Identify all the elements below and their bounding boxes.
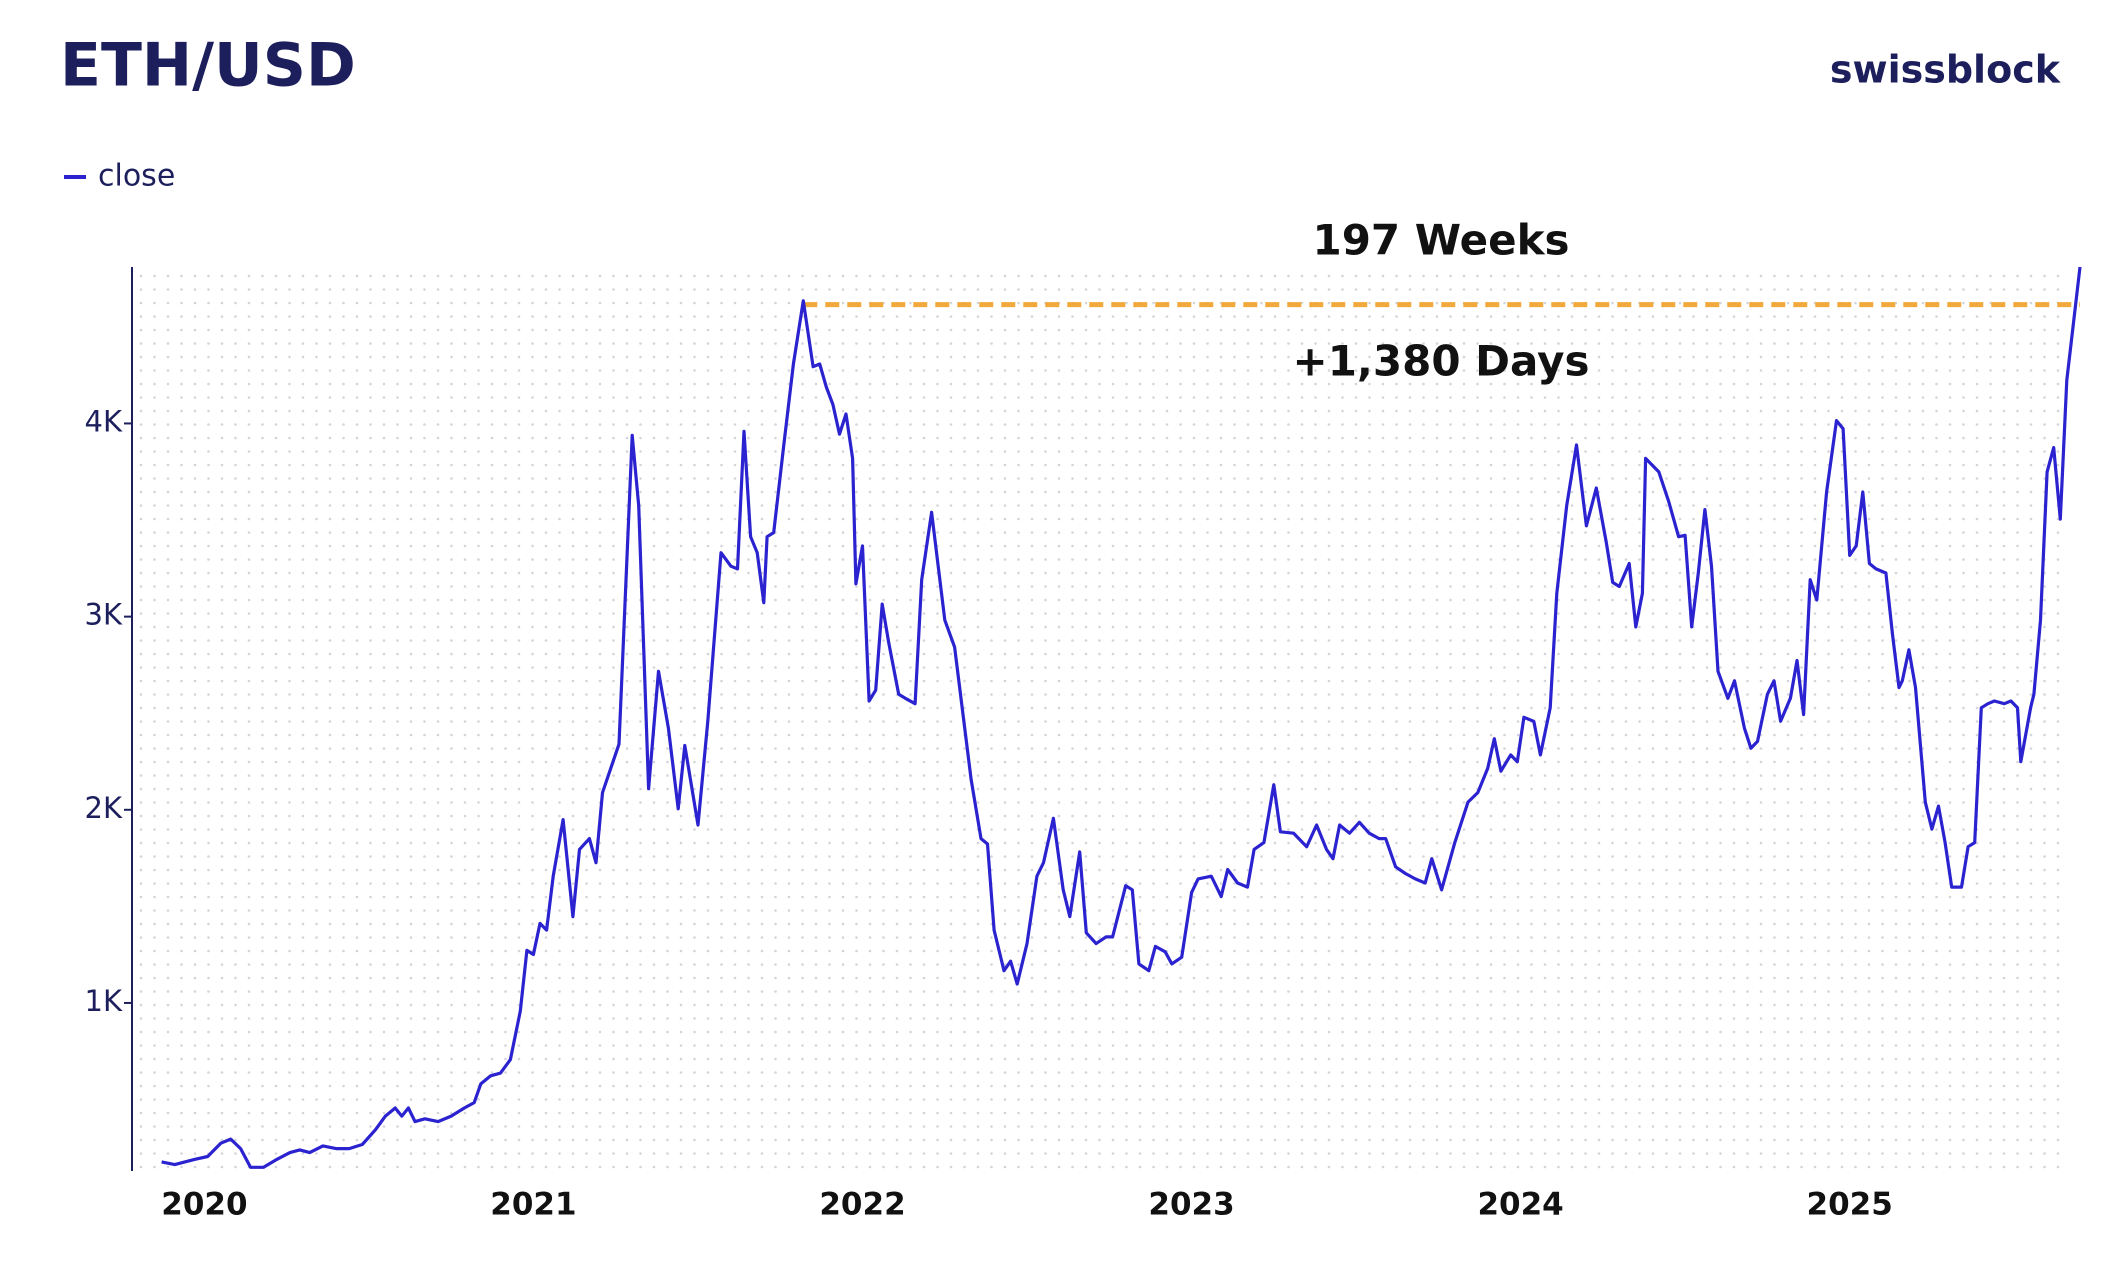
y-tick-label: 1K — [85, 984, 123, 1018]
chart-title: ETH/USD — [60, 31, 356, 101]
x-tick-label: 2024 — [1477, 1187, 1563, 1223]
legend-label: close — [98, 159, 175, 194]
x-tick-label: 2025 — [1807, 1187, 1893, 1223]
y-tick-label: 3K — [85, 598, 123, 632]
plot-background — [134, 267, 2060, 1171]
x-tick-label: 2021 — [490, 1187, 576, 1223]
x-tick-label: 2023 — [1148, 1187, 1234, 1223]
brand: swissblock — [1830, 48, 2061, 92]
annotation: 197 Weeks — [1312, 216, 1569, 265]
y-tick-label: 4K — [85, 404, 123, 438]
x-tick-label: 2020 — [161, 1187, 247, 1223]
y-tick-label: 2K — [85, 791, 123, 825]
annotation: +1,380 Days — [1293, 337, 1590, 386]
x-tick-label: 2022 — [819, 1187, 905, 1223]
price-line — [161, 266, 2082, 1169]
